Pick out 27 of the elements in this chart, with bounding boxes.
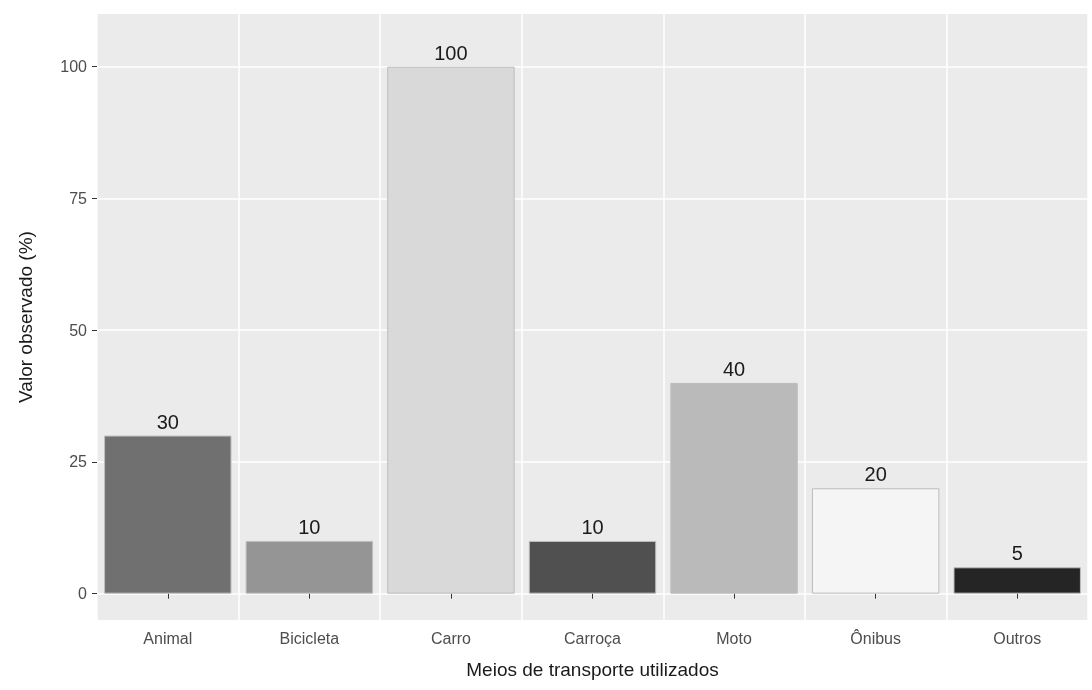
bar (245, 540, 374, 594)
data-label: 10 (581, 515, 604, 538)
data-label: 10 (298, 515, 321, 538)
data-label: 100 (434, 41, 468, 64)
bar (387, 66, 515, 594)
x-tick-label: Outros (993, 629, 1042, 647)
y-tick-label: 25 (69, 453, 88, 471)
data-label: 20 (864, 463, 887, 486)
x-tick-label: Ônibus (850, 628, 901, 647)
y-tick-label: 0 (78, 585, 88, 603)
y-tick-label: 100 (60, 58, 88, 76)
x-axis-title: Meios de transporte utilizados (466, 659, 719, 680)
y-axis-title: Valor observado (%) (15, 231, 36, 403)
x-tick-label: Moto (716, 629, 752, 647)
x-tick-label: Carro (430, 629, 472, 647)
y-tick-label: 50 (69, 321, 88, 339)
bar (670, 382, 798, 594)
data-label: 30 (156, 410, 179, 433)
x-tick-label: Animal (143, 629, 193, 647)
x-tick-label: Carroça (564, 629, 622, 647)
bar (953, 567, 1081, 594)
x-tick-label: Bicicleta (279, 629, 340, 647)
bar (528, 540, 657, 594)
data-label: 40 (722, 357, 746, 380)
y-tick-label: 75 (69, 189, 88, 207)
data-label: 5 (1011, 542, 1023, 565)
bar (104, 435, 232, 594)
